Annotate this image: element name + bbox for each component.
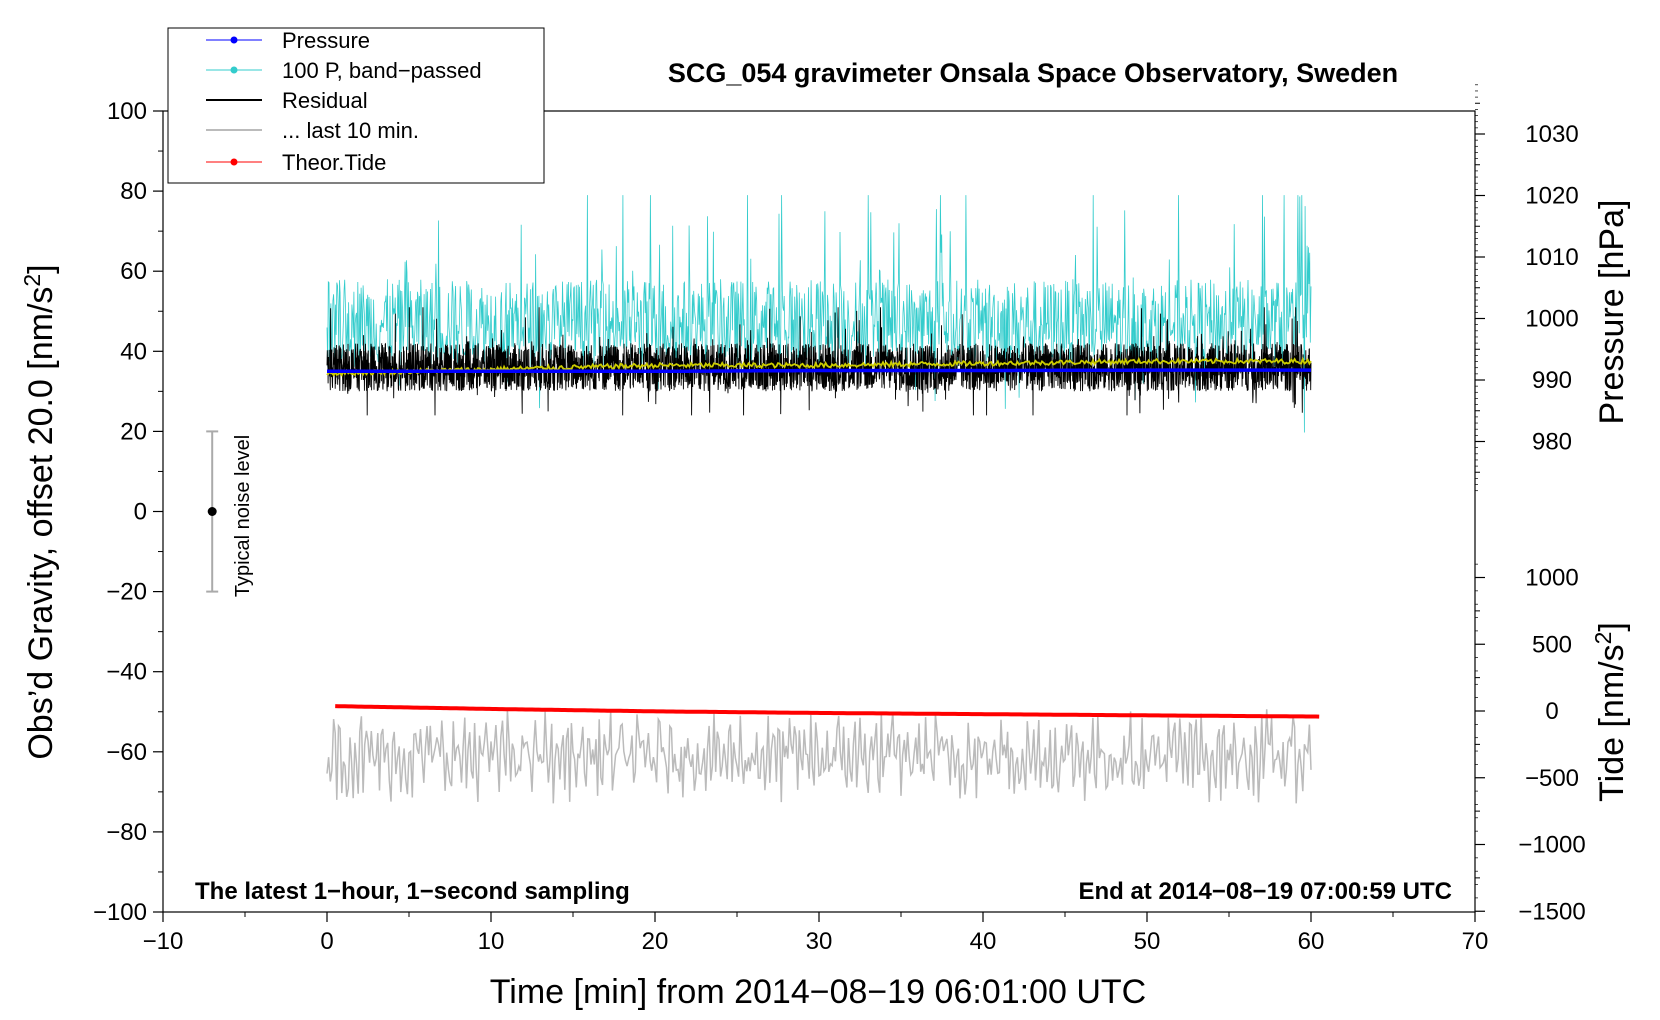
- tide-tick-label: −1500: [1518, 898, 1585, 925]
- y-left-label-main: Obs’d Gravity, offset 20.0 [nm/s: [22, 287, 60, 760]
- tide-tick-label: 0: [1545, 698, 1558, 725]
- y-left-tick-label: 100: [107, 98, 147, 125]
- noise-level-bar: [206, 430, 219, 593]
- legend: Pressure 100 P, band−passed Residual ...…: [167, 27, 545, 184]
- x-tick-label: 60: [1298, 928, 1325, 955]
- y-right-tide-label: Tide [nm/s2]: [1590, 622, 1631, 802]
- tide-tick-label: 500: [1532, 631, 1572, 658]
- pressure-tick-label: 990: [1532, 367, 1572, 394]
- tide-tick-label: 1000: [1525, 565, 1578, 592]
- legend-label-bandpassed: 100 P, band−passed: [282, 58, 482, 83]
- x-tick-label: 0: [320, 928, 333, 955]
- pressure-tick-label: 1000: [1525, 306, 1578, 333]
- noise-level-label: Typical noise level: [232, 435, 254, 597]
- x-tick-label: 10: [478, 928, 505, 955]
- x-axis-label: Time [min] from 2014−08−19 06:01:00 UTC: [490, 973, 1146, 1011]
- y-left-tick-label: 20: [120, 418, 147, 445]
- series-layer: [326, 195, 1320, 804]
- y-left-label-sup: 2: [19, 274, 45, 287]
- end-time-note: End at 2014−08−19 07:00:59 UTC: [1078, 878, 1452, 905]
- y-left-axis-label: Obs’d Gravity, offset 20.0 [nm/s2]: [19, 264, 60, 759]
- y-left-tick-label: −40: [106, 659, 147, 686]
- legend-box: [167, 27, 545, 184]
- legend-marker-bandpassed: [230, 66, 238, 74]
- legend-marker-pressure: [230, 36, 238, 44]
- pressure-tick-label: 980: [1532, 429, 1572, 456]
- chart-title: SCG_054 gravimeter Onsala Space Observat…: [668, 58, 1398, 88]
- legend-label-residual: Residual: [282, 88, 368, 113]
- y-left-tick-label: −60: [106, 739, 147, 766]
- y-left-tick-label: 40: [120, 338, 147, 365]
- x-tick-label: 40: [970, 928, 997, 955]
- x-tick-label: −10: [143, 928, 184, 955]
- pressure-tick-label: 1020: [1525, 183, 1578, 210]
- smoothed-residual-line: [326, 356, 1312, 377]
- y-left-tick-label: 0: [134, 499, 147, 526]
- x-tick-label: 50: [1134, 928, 1161, 955]
- x-tick-label: 20: [642, 928, 669, 955]
- x-tick-label: 30: [806, 928, 833, 955]
- last-10-min-line: [326, 709, 1312, 804]
- y-left-label-end: ]: [22, 264, 60, 273]
- tide-tick-label: −1000: [1518, 832, 1585, 859]
- y-left-tick-label: −20: [106, 579, 147, 606]
- tide-label-main: Tide [nm/s: [1593, 644, 1631, 801]
- legend-label-last10: ... last 10 min.: [282, 118, 419, 143]
- x-tick-label: 70: [1462, 928, 1489, 955]
- axis-layer: −10 0 10 20 30 40 50 60 70−100−80−60−40−20020406…: [93, 84, 1586, 955]
- sampling-note: The latest 1−hour, 1−second sampling: [195, 878, 630, 905]
- tide-tick-label: −500: [1525, 765, 1579, 792]
- y-right-pressure-label: Pressure [hPa]: [1593, 200, 1631, 425]
- legend-marker-tide: [230, 158, 238, 166]
- theoretical-tide-line: [335, 704, 1320, 719]
- y-left-tick-label: −80: [106, 819, 147, 846]
- y-left-tick-label: 60: [120, 258, 147, 285]
- pressure-tick-label: 1030: [1525, 121, 1578, 148]
- y-left-tick-label: −100: [93, 899, 147, 926]
- legend-label-tide: Theor.Tide: [282, 150, 386, 175]
- noise-bar-center: [207, 507, 217, 516]
- tide-label-sup: 2: [1590, 632, 1616, 645]
- legend-label-pressure: Pressure: [282, 28, 370, 53]
- tide-label-end: ]: [1593, 622, 1631, 631]
- pressure-line: [327, 368, 1311, 374]
- y-left-tick-label: 80: [120, 178, 147, 205]
- pressure-tick-label: 1010: [1525, 244, 1578, 271]
